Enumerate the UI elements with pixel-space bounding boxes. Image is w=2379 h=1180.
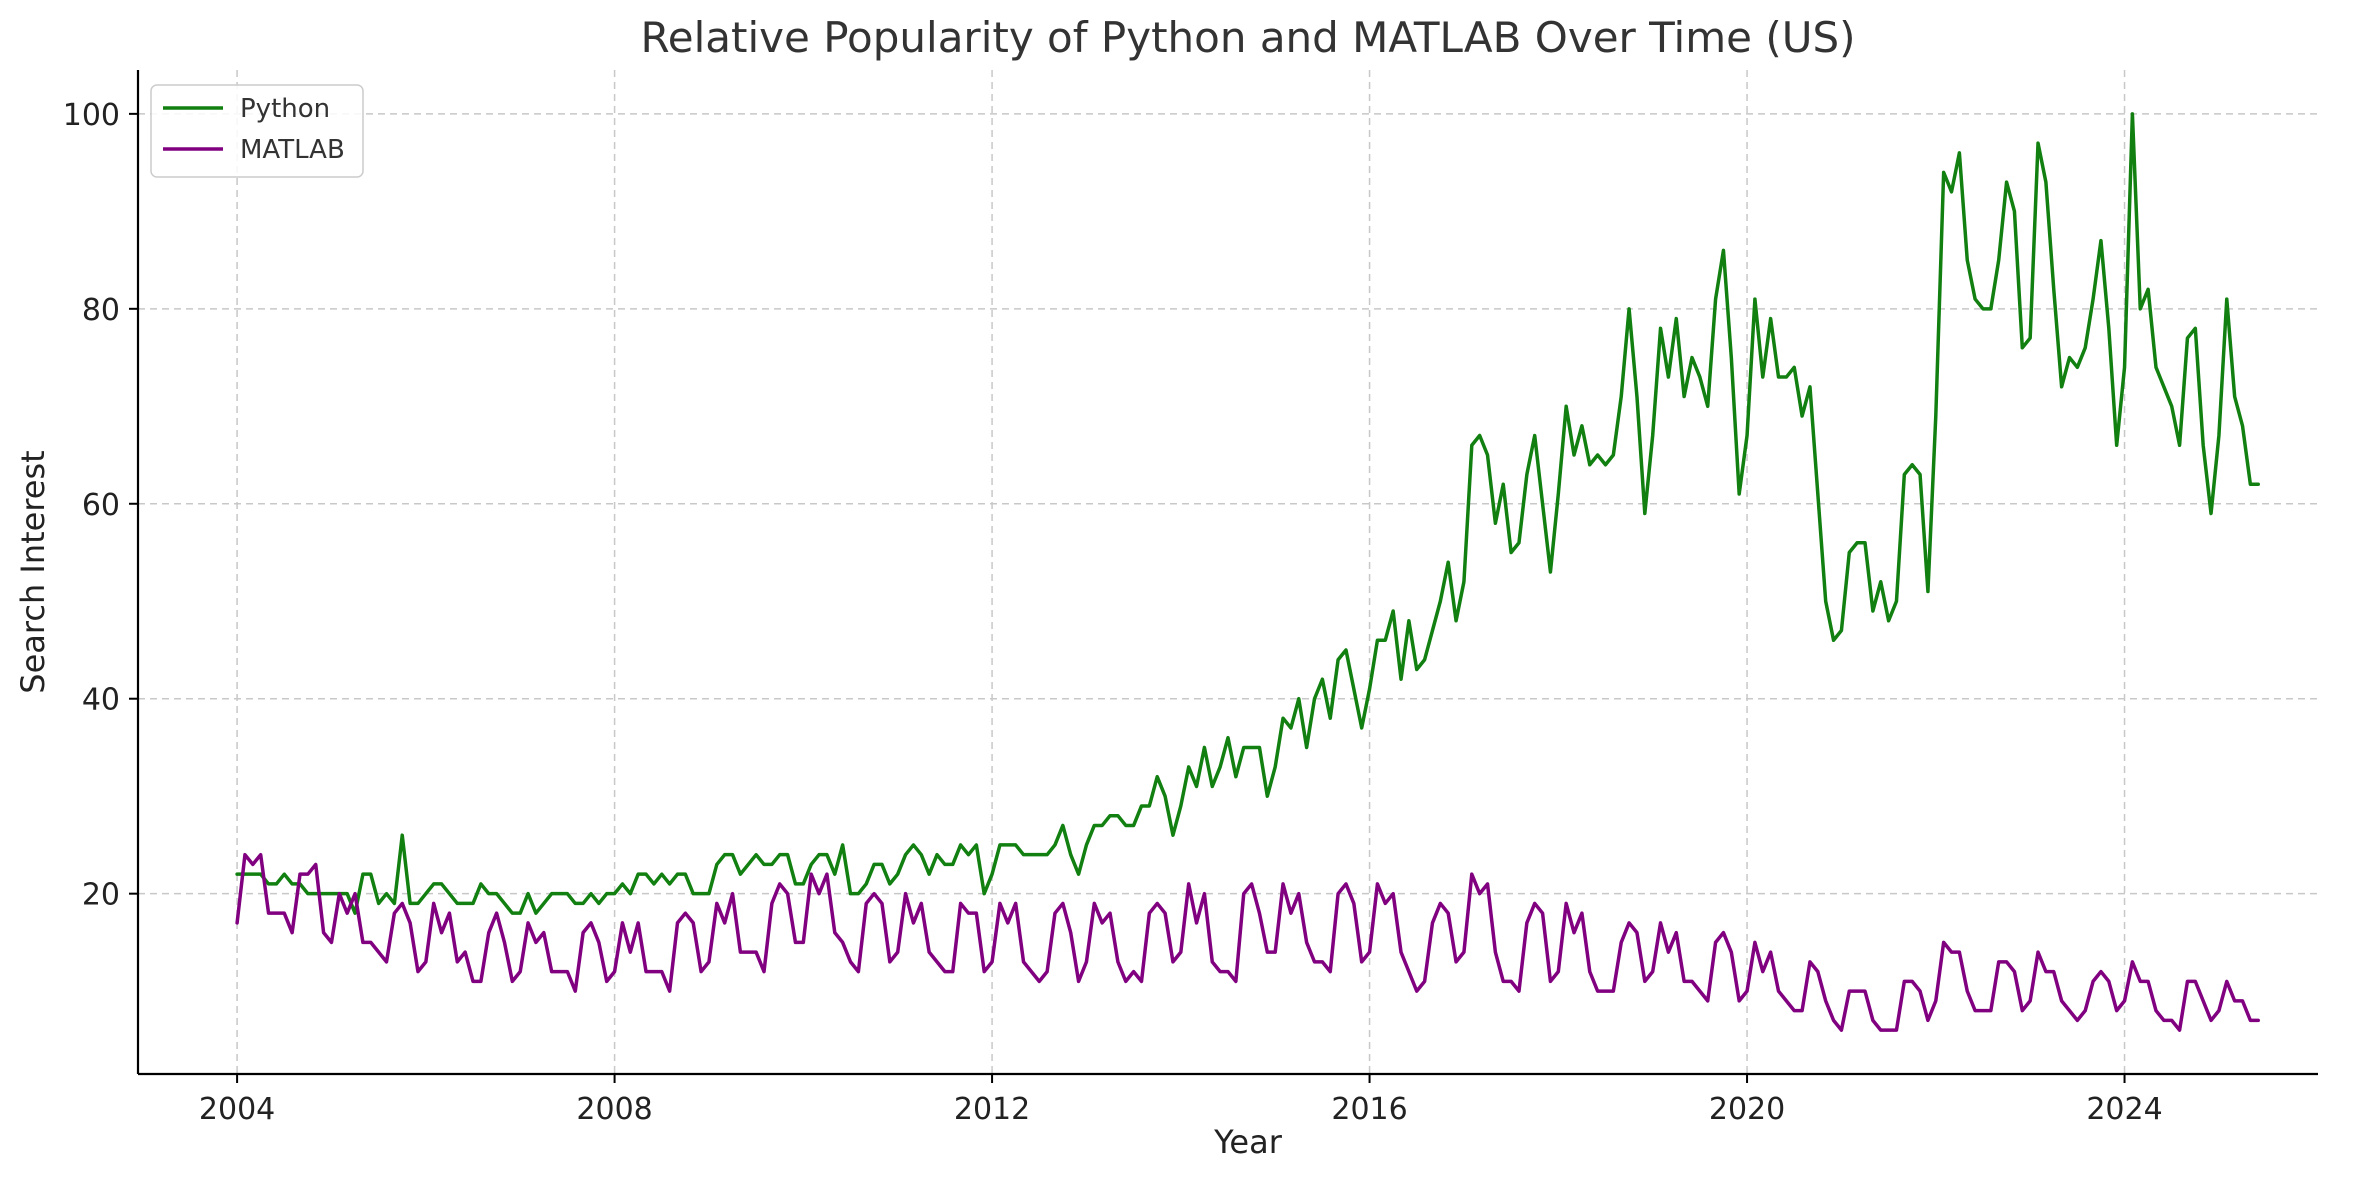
series-line-python bbox=[235, 112, 2260, 915]
x-tick-label: 2012 bbox=[954, 1092, 1030, 1127]
series-lines bbox=[235, 112, 2260, 1032]
x-tick-label: 2020 bbox=[1709, 1092, 1785, 1127]
y-tick-label: 20 bbox=[82, 878, 120, 913]
chart-title: Relative Popularity of Python and MATLAB… bbox=[641, 13, 1856, 62]
legend-label-python: Python bbox=[240, 94, 330, 124]
y-tick-label: 80 bbox=[82, 293, 120, 328]
axes bbox=[136, 70, 2318, 1076]
y-tick-label: 60 bbox=[82, 488, 120, 523]
grid bbox=[138, 70, 2318, 1074]
legend-label-matlab: MATLAB bbox=[240, 135, 345, 165]
legend: Python MATLAB bbox=[150, 84, 364, 178]
y-tick-label: 40 bbox=[82, 683, 120, 718]
y-axis-label: Search Interest bbox=[14, 450, 52, 693]
x-tick-label: 2004 bbox=[199, 1092, 275, 1127]
series-line-matlab bbox=[235, 852, 2260, 1032]
x-tick-label: 2008 bbox=[576, 1092, 652, 1127]
y-tick-label: 100 bbox=[63, 98, 120, 133]
x-tick-label: 2024 bbox=[2086, 1092, 2162, 1127]
x-tick-label: 2016 bbox=[1331, 1092, 1407, 1127]
x-axis-label: Year bbox=[1213, 1123, 1283, 1161]
ticks: 2004 2008 2012 2016 2020 2024 20 40 60 80 100 bbox=[63, 98, 2163, 1127]
